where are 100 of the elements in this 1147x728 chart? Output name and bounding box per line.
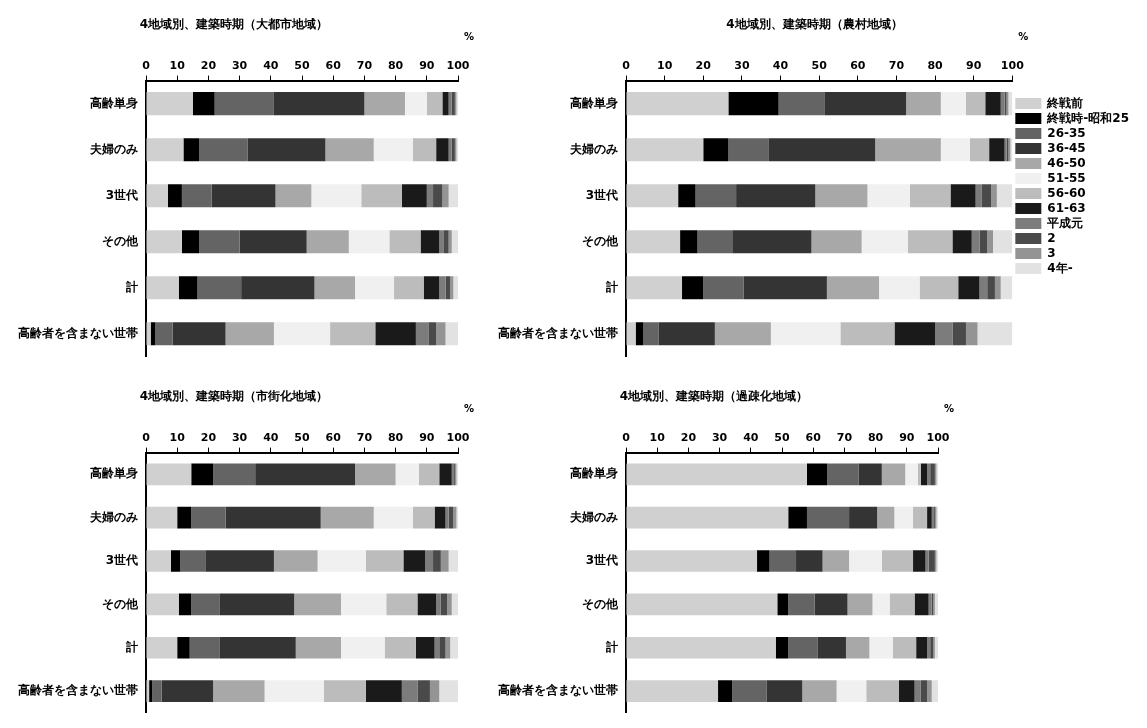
bar (178, 276, 198, 300)
x-tick-label: 90 (899, 430, 915, 444)
bar (417, 680, 430, 702)
bar (811, 230, 862, 254)
bar (682, 276, 704, 300)
bar (436, 593, 441, 616)
bar (914, 680, 921, 702)
bar (178, 593, 192, 616)
legend-label: 56-60 (1047, 185, 1086, 200)
chart-title: 4地域別、建築時期（農村地域） (726, 17, 903, 32)
bar (412, 138, 437, 162)
bar (434, 506, 446, 529)
bar (348, 230, 390, 254)
bar (906, 92, 941, 116)
bar (993, 230, 1013, 254)
bar (777, 593, 789, 616)
bar (914, 593, 929, 616)
bar (181, 184, 212, 208)
bar (775, 636, 789, 659)
x-tick-label: 30 (711, 430, 728, 444)
bar (858, 463, 882, 486)
bar (626, 276, 683, 300)
bar (894, 506, 914, 529)
bar (417, 593, 437, 616)
bar (420, 230, 440, 254)
bar (969, 138, 990, 162)
x-tick-label: 40 (772, 58, 789, 72)
bar (979, 276, 988, 300)
bar (768, 138, 876, 162)
bar (320, 506, 374, 529)
x-tick-label: 80 (867, 430, 884, 444)
bar (925, 550, 929, 572)
x-axis-title: % (1018, 30, 1029, 42)
bar (273, 92, 365, 116)
bar (219, 636, 296, 659)
bar (415, 322, 429, 346)
bar (311, 184, 362, 208)
bar (872, 593, 890, 616)
x-tick-label: 90 (419, 430, 435, 444)
bar (191, 593, 220, 616)
x-tick-label: 100 (926, 430, 950, 444)
x-tick-label: 90 (419, 58, 435, 72)
bar (442, 184, 449, 208)
chart-title: 4地域別、建築時期（過疎化地域） (619, 389, 809, 404)
bar (626, 184, 679, 208)
x-tick-label: 20 (200, 430, 217, 444)
bar (965, 322, 978, 346)
x-tick-label: 30 (231, 430, 248, 444)
y-tick-label: その他 (582, 233, 619, 248)
bar (273, 550, 318, 572)
bar (436, 138, 449, 162)
bar (443, 230, 449, 254)
bar (205, 550, 274, 572)
x-tick-label: 50 (294, 430, 310, 444)
legend-label: 51-55 (1047, 170, 1086, 185)
bar (183, 138, 200, 162)
bar (1000, 92, 1005, 116)
bar (940, 92, 966, 116)
bar (892, 636, 917, 659)
bar (146, 463, 192, 486)
y-tick-label: その他 (582, 596, 619, 611)
bar (928, 550, 935, 572)
legend-label: 26-35 (1047, 125, 1086, 140)
bar (146, 506, 178, 529)
bar (448, 184, 458, 208)
x-tick-label: 50 (774, 430, 790, 444)
bar (306, 230, 349, 254)
bar (177, 636, 190, 659)
x-tick-label: 20 (680, 430, 697, 444)
bar (626, 506, 789, 529)
x-tick-label: 40 (743, 430, 759, 444)
bar (146, 636, 178, 659)
bar (451, 230, 458, 254)
bar (979, 230, 988, 254)
bar (920, 680, 928, 702)
bar (861, 230, 909, 254)
bar (436, 322, 446, 346)
bar (817, 636, 846, 659)
x-tick-label: 10 (169, 58, 186, 72)
bar (769, 550, 797, 572)
bar (849, 506, 878, 529)
legend-label: 終戦前 (1046, 95, 1084, 110)
bar (401, 680, 418, 702)
bar (643, 322, 659, 346)
y-tick-label: 夫婦のみ (569, 141, 618, 156)
bar (732, 680, 767, 702)
bar (930, 463, 935, 486)
y-tick-label: 高齢者を含まない世帯 (498, 683, 618, 698)
bar (920, 463, 928, 486)
bar (981, 184, 992, 208)
bar (827, 463, 859, 486)
bar (330, 322, 376, 346)
bar (806, 463, 828, 486)
bar (364, 92, 405, 116)
x-tick-label: 10 (169, 430, 186, 444)
y-tick-label: 高齢単身 (90, 466, 138, 481)
bar (917, 463, 921, 486)
y-tick-label: 計 (125, 279, 138, 294)
bar (728, 92, 779, 116)
x-tick-label: 100 (446, 430, 470, 444)
